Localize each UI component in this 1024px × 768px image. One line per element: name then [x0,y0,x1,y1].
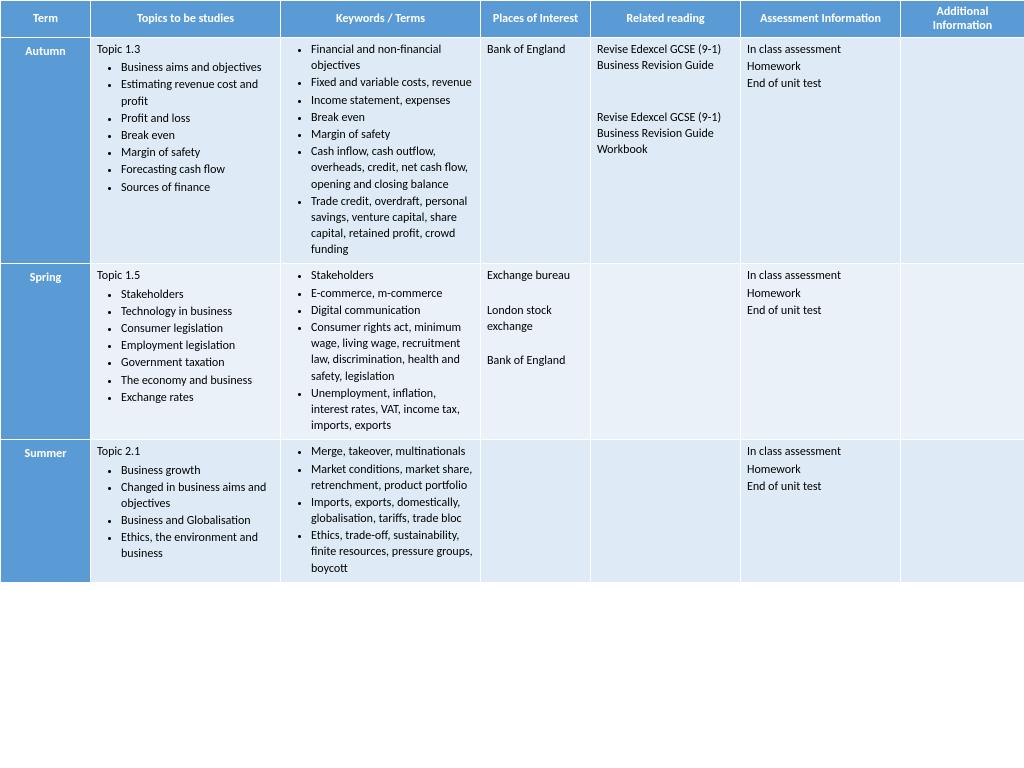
list-item: Margin of safety [121,145,274,161]
additional-cell [901,264,1024,440]
list-item: Break even [121,128,274,144]
reading-cell [591,264,741,440]
header-assessment: Assessment Information [741,1,901,38]
topic-title: Topic 2.1 [97,444,274,460]
topics-list: Business aims and objectivesEstimating r… [97,60,274,196]
assessment-line: End of unit test [747,303,894,319]
reading-block: Revise Edexcel GCSE (9-1) Business Revis… [597,110,734,159]
places-line: Bank of England [487,353,584,369]
header-topics: Topics to be studies [91,1,281,38]
assessment-cell: In class assessment HomeworkEnd of unit t… [741,440,901,583]
additional-cell [901,440,1024,583]
keywords-list: Financial and non-financial objectivesFi… [287,42,474,258]
places-cell: Exchange bureau London stock exchange Ba… [481,264,591,440]
topics-list: StakeholdersTechnology in businessConsum… [97,287,274,406]
list-item: Stakeholders [121,287,274,303]
places-line: London stock exchange [487,303,584,335]
keywords-cell: Stakeholders E-commerce, m-commerceDigita… [281,264,481,440]
header-additional: Additional Information [901,1,1024,38]
places-line [487,336,584,352]
topics-list: Business growthChanged in business aims … [97,463,274,563]
list-item: Business and Globalisation [121,513,274,529]
list-item: Cash inflow, cash outflow, overheads, cr… [311,144,474,193]
assessment-line: In class assessment [747,444,894,460]
list-item: Technology in business [121,304,274,320]
assessment-line: End of unit test [747,479,894,495]
list-item: Forecasting cash flow [121,162,274,178]
table-row: SpringTopic 1.5StakeholdersTechnology in… [1,264,1024,440]
list-item: Merge, takeover, multinationals [311,444,474,460]
keywords-cell: Merge, takeover, multinationals Market co… [281,440,481,583]
list-item: Income statement, expenses [311,93,474,109]
term-cell: Summer [1,440,91,583]
list-item: Fixed and variable costs, revenue [311,75,474,91]
list-item: Stakeholders [311,268,474,284]
places-line [487,286,584,302]
assessment-line: Homework [747,462,894,478]
assessment-line: End of unit test [747,76,894,92]
list-item: Estimating revenue cost and profit [121,77,274,109]
term-cell: Autumn [1,38,91,264]
places-cell: Bank of England [481,38,591,264]
list-item: Employment legislation [121,338,274,354]
topics-cell: Topic 1.3 Business aims and objectivesEst… [91,38,281,264]
keywords-list: Merge, takeover, multinationals Market co… [287,444,474,577]
table-row: Summer Topic 2.1 Business growthChanged in… [1,440,1024,583]
list-item: Changed in business aims and objectives [121,480,274,512]
list-item: Business aims and objectives [121,60,274,76]
reading-cell: Revise Edexcel GCSE (9-1) Business Revis… [591,38,741,264]
assessment-line: Homework [747,286,894,302]
assessment-cell: In class assessmentHomeworkEnd of unit t… [741,38,901,264]
header-row: Term Topics to be studies Keywords / Ter… [1,1,1024,38]
reading-block: Revise Edexcel GCSE (9-1) Business Revis… [597,42,734,74]
topics-cell: Topic 1.5 StakeholdersTechnology in busin… [91,264,281,440]
topic-title: Topic 1.5 [97,268,274,284]
reading-cell [591,440,741,583]
list-item: Government taxation [121,355,274,371]
assessment-line: In class assessment [747,268,894,284]
list-item: Business growth [121,463,274,479]
list-item: Imports, exports, domestically, globalis… [311,495,474,527]
assessment-line: In class assessment [747,42,894,58]
list-item: Margin of safety [311,127,474,143]
header-places: Places of Interest [481,1,591,38]
header-reading: Related reading [591,1,741,38]
curriculum-table: Term Topics to be studies Keywords / Ter… [0,0,1024,583]
table-row: Autumn Topic 1.3 Business aims and objecti… [1,38,1024,264]
assessment-cell: In class assessment HomeworkEnd of unit t… [741,264,901,440]
list-item: Profit and loss [121,111,274,127]
keywords-cell: Financial and non-financial objectivesFi… [281,38,481,264]
list-item: Consumer rights act, minimum wage, livin… [311,320,474,385]
places-line: Exchange bureau [487,268,584,284]
assessment-line: Homework [747,59,894,75]
list-item: Unemployment, inflation, interest rates,… [311,386,474,435]
list-item: E-commerce, m-commerce [311,286,474,302]
keywords-list: Stakeholders E-commerce, m-commerceDigita… [287,268,474,434]
list-item: Market conditions, market share, retrenc… [311,462,474,494]
list-item: Consumer legislation [121,321,274,337]
list-item: Break even [311,110,474,126]
list-item: Ethics, the environment and business [121,530,274,562]
topics-cell: Topic 2.1 Business growthChanged in busin… [91,440,281,583]
places-cell [481,440,591,583]
places-line: Bank of England [487,42,584,58]
additional-cell [901,38,1024,264]
topic-title: Topic 1.3 [97,42,274,58]
list-item: Digital communication [311,303,474,319]
list-item: Sources of finance [121,180,274,196]
list-item: Exchange rates [121,390,274,406]
list-item: Ethics, trade-off, sustainability, finit… [311,528,474,577]
list-item: Trade credit, overdraft, personal saving… [311,194,474,259]
table-body: Autumn Topic 1.3 Business aims and objecti… [1,38,1024,583]
header-term: Term [1,1,91,38]
list-item: Financial and non-financial objectives [311,42,474,74]
term-cell: Spring [1,264,91,440]
header-keywords: Keywords / Terms [281,1,481,38]
list-item: The economy and business [121,373,274,389]
